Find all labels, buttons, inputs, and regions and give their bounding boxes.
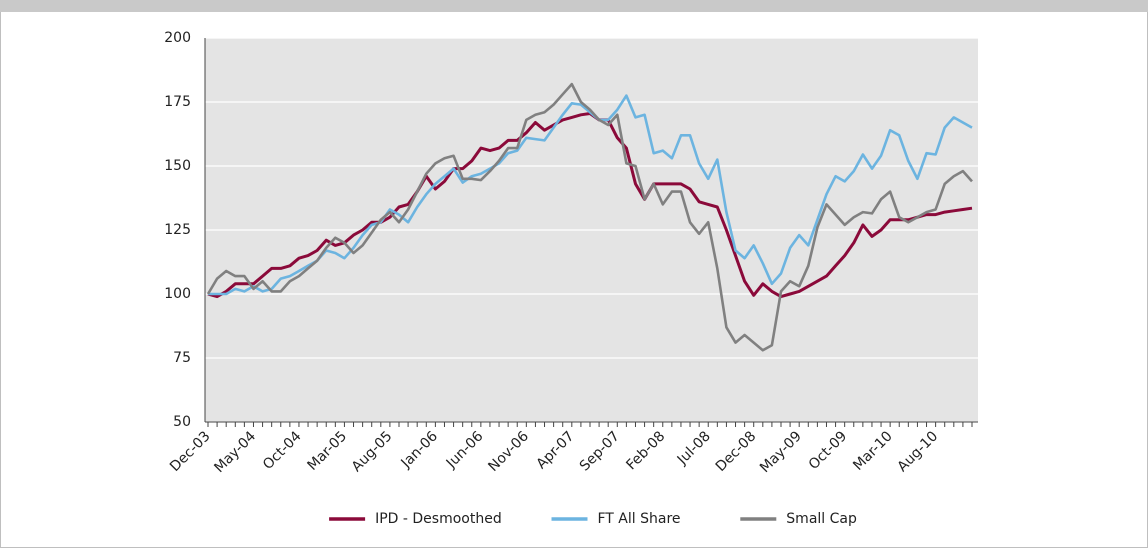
legend-label: Small Cap	[786, 511, 857, 527]
legend-label: IPD - Desmoothed	[375, 511, 502, 527]
series-line	[208, 94, 973, 296]
y-tick-label: 100	[164, 286, 191, 302]
header-band	[0, 0, 1148, 12]
y-tick-label: 125	[164, 222, 191, 238]
y-tick-label: 200	[164, 30, 191, 46]
y-tick-label: 75	[173, 350, 191, 366]
y-tick-label: 175	[164, 94, 191, 110]
legend-label: FT All Share	[598, 511, 681, 527]
y-tick-label: 50	[173, 414, 191, 430]
series-line	[206, 82, 973, 352]
y-tick-label: 150	[164, 158, 191, 174]
